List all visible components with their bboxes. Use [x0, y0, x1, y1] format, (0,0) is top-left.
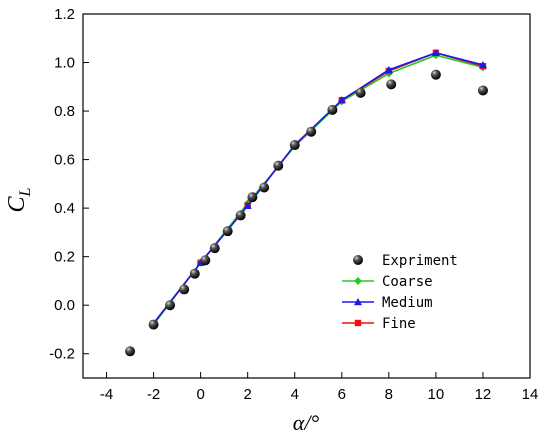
data-point-expriment	[355, 87, 366, 98]
data-point-expriment	[327, 104, 338, 115]
y-tick-label: 0.8	[54, 103, 75, 120]
series-medium	[149, 48, 487, 327]
legend-item-fine: Fine	[342, 316, 416, 332]
series-fine	[150, 49, 487, 327]
y-tick-label: 0.0	[54, 297, 75, 314]
x-tick-label: 12	[475, 386, 492, 403]
series-expriment	[125, 69, 488, 357]
series-coarse	[149, 51, 487, 329]
data-point-expriment	[200, 255, 211, 266]
data-point-medium	[384, 65, 393, 74]
data-point-expriment	[209, 243, 220, 254]
data-point-expriment	[477, 85, 488, 96]
x-tick-label: 10	[428, 386, 445, 403]
data-point-medium	[337, 96, 346, 104]
legend-label-expriment: Expriment	[382, 253, 458, 269]
legend-marker-medium	[354, 298, 362, 306]
data-point-expriment	[189, 268, 200, 279]
x-tick-label: 6	[338, 386, 346, 403]
data-point-expriment	[306, 126, 317, 137]
x-axis-title: α/°	[293, 410, 320, 435]
plot-frame	[82, 13, 531, 379]
data-point-expriment	[148, 319, 159, 330]
data-point-expriment	[273, 160, 284, 171]
series-line-fine	[152, 51, 484, 324]
x-tick-label: 14	[522, 386, 539, 403]
data-point-medium	[243, 201, 252, 209]
x-tick-label: -4	[100, 386, 113, 403]
data-point-expriment	[235, 210, 246, 221]
x-tick-label: -2	[147, 386, 160, 403]
data-point-medium	[431, 48, 440, 57]
legend-marker-coarse	[354, 277, 362, 285]
legend-label-fine: Fine	[382, 316, 416, 332]
x-tick-label: 2	[244, 386, 252, 403]
y-tick-label: 0.6	[54, 152, 75, 169]
data-point-expriment	[386, 79, 397, 90]
x-tick-label: 8	[385, 386, 393, 403]
y-axis-title: CL	[4, 187, 34, 212]
series-line-coarse	[152, 54, 484, 326]
legend-marker-fine	[354, 319, 362, 327]
y-axis-title-main: C	[4, 195, 30, 212]
y-tick-label: -0.2	[49, 346, 75, 363]
data-point-medium	[478, 60, 487, 69]
legend-item-medium: Medium	[342, 295, 433, 311]
y-tick-label: 1.2	[54, 6, 75, 23]
y-axis-title-subscript: L	[17, 187, 34, 197]
legend: Expriment Coarse Medium Fine	[342, 253, 458, 332]
series-line-medium	[152, 51, 484, 324]
legend-item-expriment: Expriment	[353, 253, 458, 269]
legend-label-coarse: Coarse	[382, 274, 433, 290]
series-layer	[125, 48, 488, 357]
data-point-expriment	[125, 346, 136, 357]
data-point-expriment	[165, 300, 176, 311]
data-point-expriment	[222, 226, 233, 237]
y-tick-label: 0.2	[54, 249, 75, 266]
axis-ticks: -4 -2 0 2 4 6 8 10 12 14 -0.2 0.0 0.2 0.4 0.6 0.8 1.0 1.2	[49, 6, 538, 403]
y-tick-label: 0.4	[54, 200, 75, 217]
legend-marker-expriment	[353, 255, 363, 265]
data-point-expriment	[289, 140, 300, 151]
data-point-expriment	[259, 182, 270, 193]
data-point-expriment	[247, 192, 258, 203]
x-tick-label: 0	[196, 386, 204, 403]
data-point-expriment	[179, 284, 190, 295]
y-tick-label: 1.0	[54, 55, 75, 72]
data-point-expriment	[430, 69, 441, 80]
x-tick-label: 4	[291, 386, 299, 403]
legend-item-coarse: Coarse	[342, 274, 433, 290]
legend-label-medium: Medium	[382, 295, 433, 311]
